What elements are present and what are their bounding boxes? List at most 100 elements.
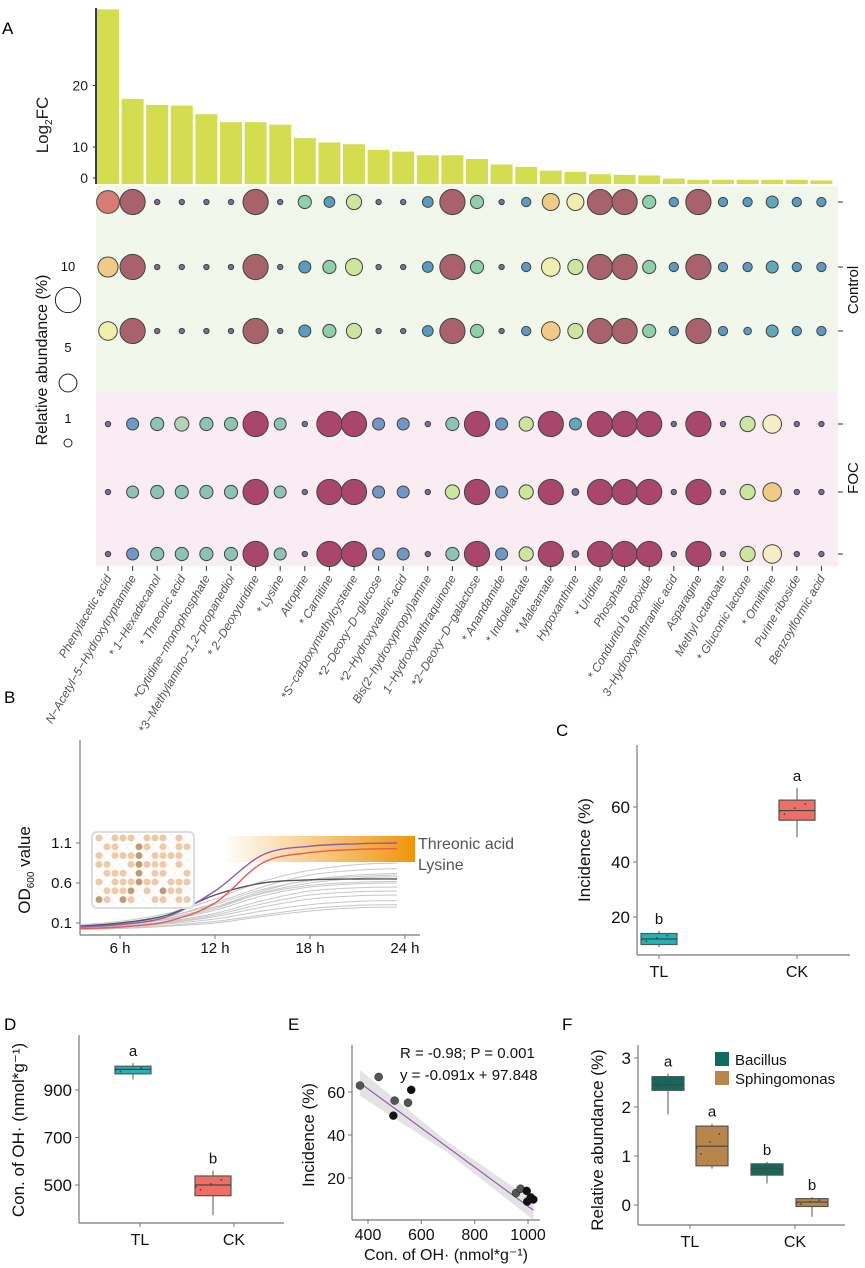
scatter-point — [529, 1195, 538, 1204]
box-point — [129, 1068, 132, 1071]
scatter-point — [390, 1096, 399, 1105]
bubble — [540, 321, 561, 341]
box-point — [804, 803, 807, 806]
plate-well — [167, 860, 175, 869]
bubble — [298, 260, 312, 274]
regression-line — [359, 1082, 534, 1211]
box-point — [199, 1188, 202, 1191]
bubble — [521, 325, 532, 337]
bubble — [816, 261, 827, 273]
bar — [220, 122, 242, 184]
bar — [416, 155, 439, 184]
y-axis-label: Incidence (%) — [299, 1083, 318, 1187]
box-point — [220, 1179, 223, 1181]
bubble — [104, 420, 112, 428]
significance-letter: b — [655, 911, 663, 928]
plate-well — [151, 851, 159, 860]
bubble — [421, 325, 434, 337]
plate-well — [175, 851, 183, 860]
bubble — [174, 484, 189, 500]
bubble — [421, 196, 434, 208]
bar — [392, 151, 415, 184]
bubble — [178, 263, 185, 271]
bar — [441, 155, 464, 184]
bubble — [301, 420, 308, 428]
plate-well — [159, 895, 167, 904]
panel-letter-d: D — [4, 1015, 16, 1034]
bubble — [242, 540, 269, 568]
plate-well — [159, 878, 167, 886]
y-tick-label: 0 — [622, 1196, 631, 1215]
bubble — [400, 198, 407, 206]
bubble — [242, 253, 269, 281]
plate-well — [183, 842, 191, 851]
plate-well — [119, 851, 127, 860]
scatter-point — [522, 1186, 531, 1196]
bubble — [611, 410, 638, 438]
x-axis-label: Con. of OH· (nmol*g⁻¹) — [364, 1247, 528, 1264]
y-label-rest: FC — [33, 97, 52, 120]
bubble — [765, 324, 779, 338]
x-tick-label: 24 h — [390, 940, 419, 957]
bubble — [540, 257, 561, 277]
box-point — [818, 1199, 821, 1202]
bubble — [791, 325, 802, 337]
x-tick-label: 12 h — [200, 940, 229, 957]
bubble — [685, 253, 712, 281]
curve-threonic-acid — [80, 842, 398, 928]
bar — [785, 179, 808, 184]
band-label-threonic: Threonic acid — [418, 836, 514, 853]
bubble — [642, 259, 657, 275]
bubble — [498, 263, 505, 271]
bubble — [424, 488, 431, 496]
scatter-point — [389, 1111, 398, 1120]
y-label-sub: 600 — [26, 871, 37, 888]
bar — [589, 174, 611, 184]
bubble — [816, 196, 827, 208]
plate-well — [167, 878, 175, 886]
bubble — [223, 484, 239, 500]
bubble — [567, 258, 584, 276]
bubble — [668, 196, 679, 208]
box-point — [718, 1133, 721, 1135]
plate-well — [95, 851, 103, 860]
box-point — [665, 1081, 667, 1084]
plate-well — [159, 851, 167, 860]
plate-well — [95, 878, 103, 886]
bubble — [611, 188, 638, 216]
panel-letter-c: C — [556, 721, 568, 740]
bubble — [670, 488, 677, 496]
bubble — [372, 547, 386, 561]
plate-well — [127, 895, 135, 904]
bubble — [345, 322, 363, 340]
curve-lysine — [80, 847, 398, 930]
plate-well — [175, 834, 183, 842]
bubble — [791, 196, 802, 208]
bubble — [469, 194, 485, 210]
annotation-equation: y = -0.091x + 97.848 — [400, 1067, 538, 1084]
x-tick-label: TL — [681, 1234, 700, 1251]
bubble — [223, 416, 239, 432]
bubble — [424, 420, 431, 428]
bubble — [541, 193, 560, 211]
bubble — [322, 259, 337, 275]
y-tick-label: 0.6 — [51, 875, 72, 892]
bubble — [719, 420, 727, 428]
plate-well — [135, 851, 143, 860]
annotation-correlation: R = -0.98; P = 0.001 — [400, 1045, 535, 1062]
bubble — [463, 410, 491, 438]
bar — [367, 149, 390, 184]
plate-well — [103, 834, 111, 842]
plate-well — [103, 886, 111, 895]
bubble — [742, 261, 753, 273]
bubble — [439, 188, 466, 216]
bubble — [203, 198, 210, 206]
bubble — [242, 317, 269, 345]
legend-swatch-sphingomonas — [715, 1071, 729, 1085]
bubble — [154, 263, 161, 271]
bubble — [739, 545, 756, 563]
bubble — [668, 261, 679, 273]
bubble — [717, 261, 729, 273]
bubble — [518, 484, 534, 500]
